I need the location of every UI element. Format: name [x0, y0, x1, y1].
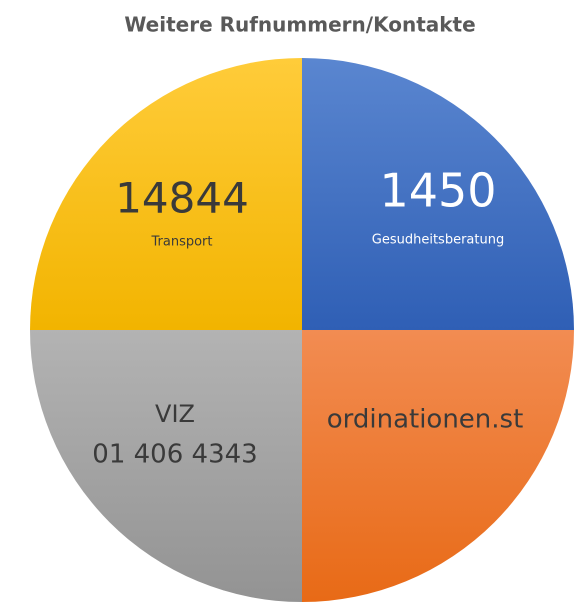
title: Weitere Rufnummern/Kontakte	[124, 13, 475, 37]
quadrant-transport	[30, 58, 302, 330]
quadrant-health	[302, 58, 574, 330]
segment-number: 14844	[115, 174, 249, 223]
segment-label: Transport	[150, 235, 212, 250]
segment-number: 01 406 4343	[92, 440, 257, 470]
quadrant-ordinations	[302, 330, 574, 602]
segment-label: ordinationen.st	[327, 405, 524, 435]
segment-label: VIZ	[155, 400, 195, 428]
segment-label: Gesudheitsberatung	[372, 233, 504, 248]
quadrant-viz	[30, 330, 302, 602]
segment-number: 1450	[379, 164, 496, 218]
